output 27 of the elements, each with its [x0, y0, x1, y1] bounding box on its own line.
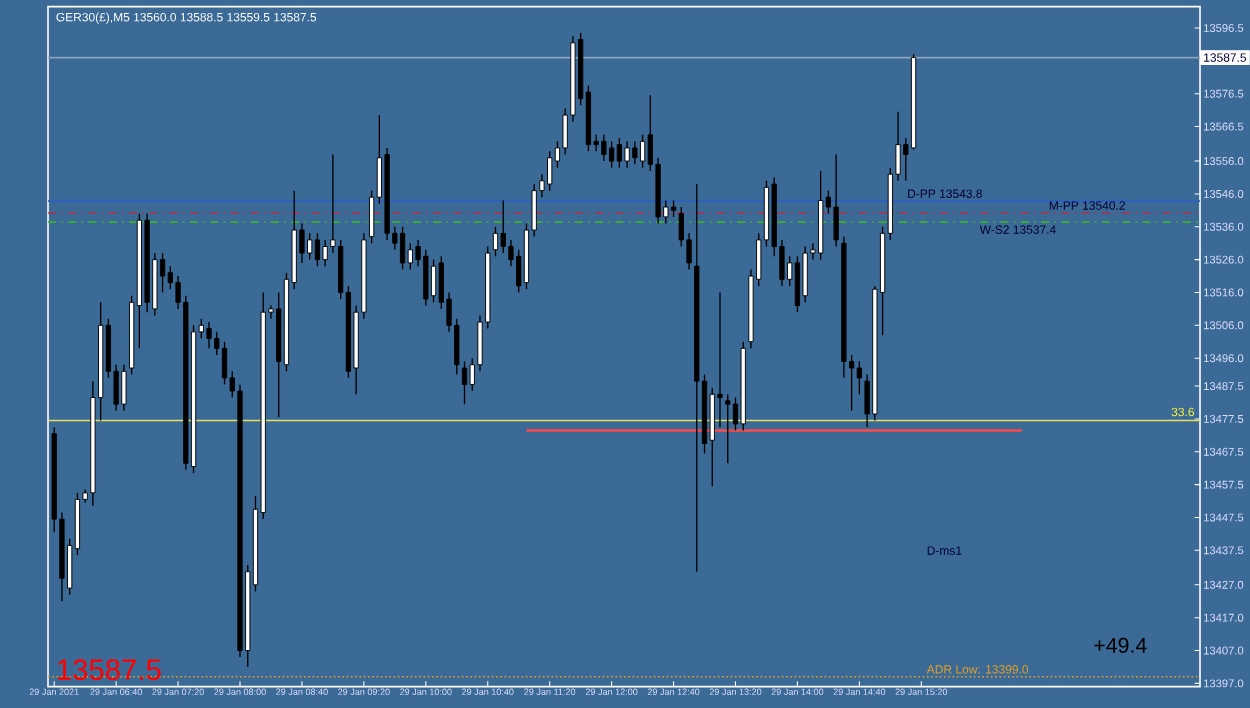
- candlestick: [856, 360, 862, 395]
- candlestick: [639, 134, 646, 169]
- candlestick: [492, 226, 499, 257]
- annotation: 13587.5: [58, 659, 161, 681]
- candlestick: [608, 140, 615, 169]
- candlestick: [307, 232, 313, 261]
- candlestick: [399, 226, 406, 271]
- candlestick: [624, 140, 630, 169]
- candlestick: [322, 239, 328, 267]
- candlestick: [833, 153, 839, 248]
- candlestick: [430, 258, 437, 303]
- candlestick: [221, 341, 228, 386]
- candlestick: [121, 364, 127, 412]
- candlestick: [632, 140, 638, 166]
- candlestick: [725, 393, 731, 464]
- candlestick: [601, 134, 607, 162]
- candlestick: [547, 150, 553, 192]
- candlestick: [616, 137, 622, 169]
- candlestick: [461, 360, 468, 405]
- candlestick: [423, 249, 429, 307]
- candlestick: [314, 232, 321, 267]
- candlestick: [794, 255, 801, 313]
- candlestick: [709, 387, 715, 487]
- candlestick: [802, 245, 808, 303]
- candlestick: [500, 199, 506, 254]
- annotation: +49.4: [1094, 637, 1147, 653]
- candlestick: [206, 321, 212, 349]
